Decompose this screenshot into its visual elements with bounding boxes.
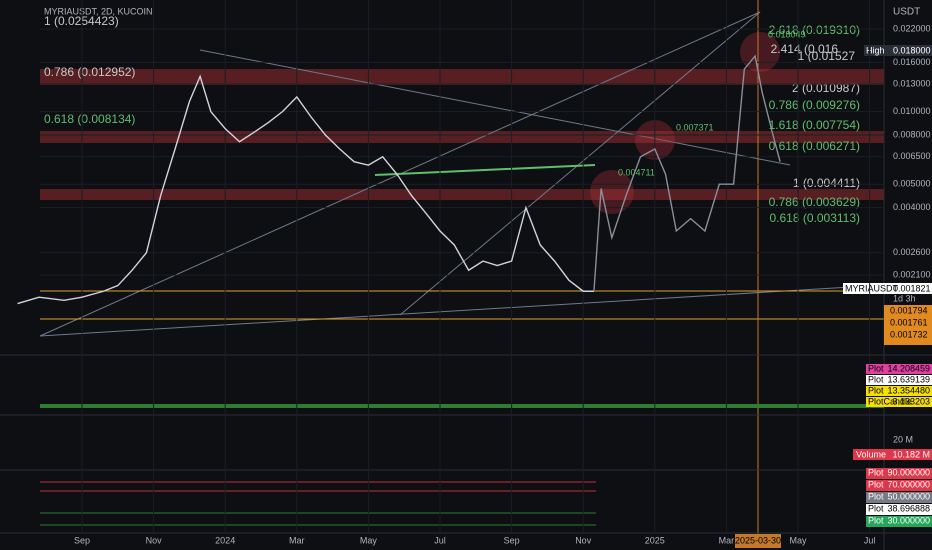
volume-scale: 20 M	[893, 434, 913, 444]
x-tick-label: Jul	[434, 535, 446, 545]
badge	[866, 480, 932, 491]
badge-value: 0.001761	[890, 317, 928, 327]
y-tick-label: 0.005000	[893, 179, 931, 189]
y-tick-label: 0.016000	[893, 57, 931, 67]
annotation: 0.007371	[676, 122, 714, 132]
badge-value: 0.001732	[890, 329, 928, 339]
indicator-value: 90.000000	[887, 467, 930, 477]
indicator-name: Volume	[856, 449, 886, 459]
fib-label: 2.618 (0.019310)	[769, 23, 860, 37]
price-line	[17, 74, 594, 305]
badge	[735, 534, 781, 548]
zone	[40, 69, 884, 85]
badge	[866, 516, 932, 527]
indicator-name: PlotCandle	[868, 396, 912, 406]
y-tick-label: 0.010000	[893, 106, 931, 116]
annotation: 0.004711	[618, 167, 655, 177]
badge-value: 0.018000	[893, 45, 931, 55]
price-line	[593, 54, 781, 292]
indicator-value: 70.000000	[887, 479, 930, 489]
badge	[866, 468, 932, 479]
badge	[866, 504, 932, 515]
x-tick-label: May	[360, 535, 378, 545]
zone	[40, 189, 884, 200]
indicator-value: 13.639139	[887, 374, 930, 384]
badge	[866, 364, 932, 374]
x-tick-label: Mar	[719, 535, 735, 545]
y-tick-label: 0.008000	[893, 129, 931, 139]
fib-label: 0.618 (0.006271)	[769, 139, 860, 153]
annotation: 0.018049	[768, 29, 806, 39]
badge	[866, 492, 932, 503]
indicator-name: Plot	[868, 491, 884, 501]
cursor-date: 2025-03-30	[735, 535, 781, 545]
indicator-name: Plot	[868, 515, 884, 525]
indicator-value: 30.000000	[887, 515, 930, 525]
badge	[866, 375, 932, 385]
badge-label: High	[866, 45, 885, 55]
x-tick-label: Nov	[575, 535, 592, 545]
indicator-name: Plot	[868, 467, 884, 477]
fib-label: 0.618 (0.008134)	[44, 112, 135, 126]
indicator-value: 38.696888	[887, 503, 930, 513]
fib-label: 0.618 (0.003113)	[769, 211, 860, 225]
badge	[866, 386, 932, 396]
fib-label: 0.786 (0.012952)	[44, 65, 135, 79]
indicator-name: Plot	[868, 479, 884, 489]
fib-label: 1 (0.004411)	[793, 176, 860, 190]
x-tick-label: May	[790, 535, 808, 545]
badge	[866, 397, 932, 407]
x-tick-label: Sep	[504, 535, 520, 545]
y-tick-label: 0.022000	[893, 23, 931, 33]
indicator-value: 14.208459	[887, 363, 930, 373]
fib-label: 1 (0.01527	[798, 49, 856, 63]
badge	[884, 305, 932, 345]
x-tick-label: Jul	[864, 535, 876, 545]
y-tick-label: 0.002100	[893, 269, 931, 279]
indicator-name: Plot	[868, 385, 884, 395]
fib-label: 1 (0.0254423)	[44, 14, 119, 28]
x-tick-label: Sep	[74, 535, 90, 545]
fib-label: 2.414 (0.016	[771, 42, 839, 56]
badge	[853, 449, 932, 460]
fib-label: 1.618 (0.007754)	[769, 118, 860, 132]
y-tick-label: 0.013000	[893, 79, 931, 89]
zone	[40, 131, 884, 143]
y-tick-label: 0.004000	[893, 202, 931, 212]
indicator-name: Plot	[868, 503, 884, 513]
x-tick-label: Nov	[146, 535, 163, 545]
x-tick-label: 2025	[645, 535, 665, 545]
badge	[843, 283, 932, 294]
badge-value: 0.001794	[890, 305, 928, 315]
fib-label: 0.786 (0.003629)	[769, 195, 860, 209]
indicator-value: 10.182 M	[892, 449, 930, 459]
countdown: 1d 3h	[893, 293, 916, 303]
indicator-value: 3.133203	[892, 396, 930, 406]
currency: USDT	[893, 7, 920, 18]
indicator-value: 50.000000	[887, 491, 930, 501]
fib-label: 2 (0.010987)	[792, 81, 860, 95]
symbol: MYRIAUSDT, 2D, KUCOIN	[44, 6, 153, 16]
y-tick-label: 0.006500	[893, 151, 931, 161]
y-tick-label: 0.002600	[893, 247, 931, 257]
badge-label: MYRIAUSDT	[845, 283, 899, 293]
fib-label: 0.786 (0.009276)	[769, 98, 860, 112]
x-tick-label: 2024	[215, 535, 235, 545]
indicator-name: Plot	[868, 374, 884, 384]
x-tick-label: Mar	[289, 535, 305, 545]
badge-value: 0.001821	[893, 283, 931, 293]
indicator-name: Plot	[868, 363, 884, 373]
badge	[864, 45, 932, 56]
indicator-value: 13.354480	[887, 385, 930, 395]
